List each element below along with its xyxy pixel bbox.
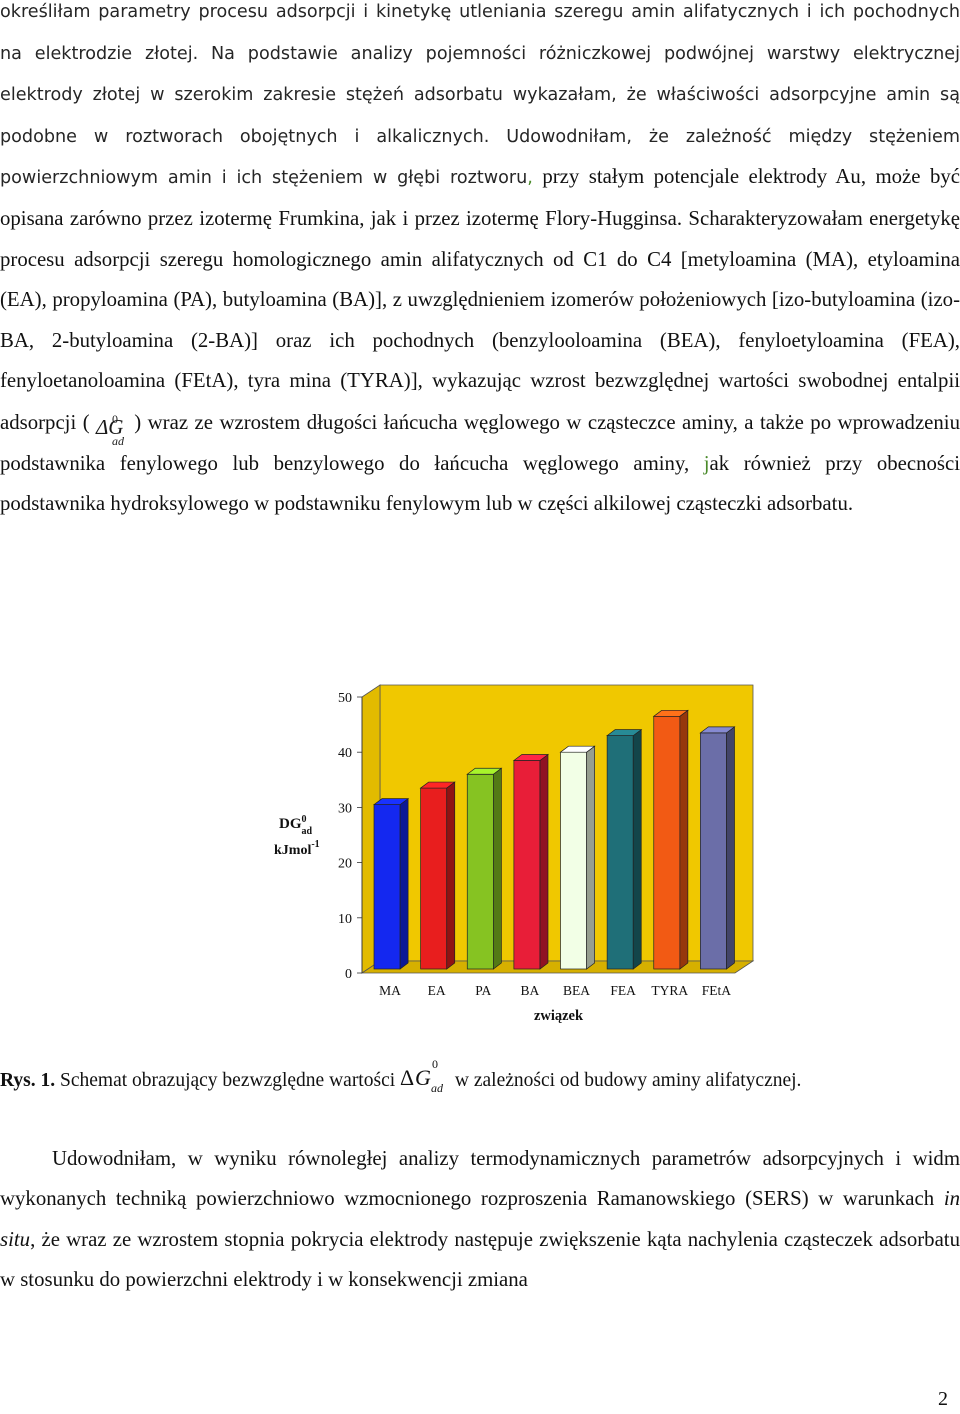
bar-side-MA	[399, 797, 409, 970]
paragraph-text: Scharakteryzowałam energetykę procesu ad…	[0, 206, 960, 434]
x-tick-label: FEtA	[702, 983, 732, 998]
bar-side-TYRA	[679, 709, 689, 970]
bar-side-BEA	[586, 745, 595, 970]
page-number: 2	[938, 1388, 948, 1410]
y-tick-label: 10	[338, 912, 352, 927]
paragraph-text: Udowodniłam, w wyniku równoległej analiz…	[0, 1147, 960, 1211]
x-tick-label: MA	[379, 983, 401, 998]
y-axis-label-line1: DG0 ad	[279, 814, 313, 837]
bar-BEA	[560, 751, 587, 970]
paragraph-text: przy stałym potencjale elektrody Au, moż…	[0, 165, 960, 230]
bar-top-EA	[419, 781, 456, 789]
bar-side-EA	[446, 781, 456, 970]
caption-label: Rys. 1.	[0, 1070, 56, 1091]
bar-FEA	[606, 735, 634, 970]
bar-FEtA	[700, 732, 727, 970]
paragraph-text: ak również przy obecności podstawnika hy…	[0, 451, 960, 516]
bar-top-MA	[372, 798, 410, 805]
bar-side-FEA	[632, 728, 642, 970]
bar-EA	[420, 787, 448, 970]
bar-chart: 0 10 20 30 40 50 MA EA PA BA BEA FEA TYRA FEtA związek…	[274, 684, 755, 1024]
caption-text-after: w zależności od budowy aminy alifatyczne…	[454, 1070, 802, 1091]
bar-side-FEtA	[726, 726, 735, 970]
bar-PA	[466, 773, 494, 970]
bar-top-PA	[466, 767, 503, 775]
paragraph-sers: Udowodniłam, w wyniku równoległej analiz…	[0, 1139, 960, 1300]
bar-top-BA	[512, 754, 550, 761]
bar-top-TYRA	[652, 709, 689, 717]
bar-MA	[373, 804, 401, 970]
x-tick-label: FEA	[610, 983, 636, 998]
y-tick-label: 30	[338, 801, 352, 816]
highlighted-comma: ,	[527, 168, 533, 189]
highlighted-letter: j	[703, 451, 710, 475]
paragraph-text: określiłam parametry procesu adsorpcji i…	[0, 2, 960, 189]
bar-BA	[513, 760, 541, 970]
caption-formula: Δ G 0 ad	[400, 1057, 444, 1095]
paragraph-text: , że wraz ze wzrostem stopnia pokrycia e…	[0, 1227, 960, 1291]
paragraph-text: ) wraz ze wzrostem długości łańcucha węg…	[0, 410, 960, 475]
x-tick-label: TYRA	[651, 983, 688, 998]
italic-term: in situ	[0, 1187, 960, 1251]
y-tick-label: 0	[345, 967, 352, 982]
x-tick-label: EA	[428, 983, 446, 998]
caption-text: Schemat obrazujący bezwzględne wartości	[55, 1070, 396, 1091]
x-tick-label: PA	[475, 983, 491, 998]
x-tick-label: BEA	[563, 983, 590, 998]
figure-caption: Rys. 1. Schemat obrazujący bezwzględne w…	[0, 1057, 960, 1095]
bar-top-FEtA	[699, 726, 736, 734]
formula-delta-g-ad: ΔG 0 ad	[95, 411, 124, 448]
x-axis-label: związek	[534, 1008, 584, 1024]
bar-side-PA	[493, 767, 502, 970]
y-tick-label: 50	[338, 691, 352, 706]
x-tick-label: BA	[521, 983, 540, 998]
bar-top-BEA	[559, 745, 596, 753]
bar-side-BA	[539, 753, 549, 970]
y-axis-label-line2: kJmol-1	[274, 839, 320, 858]
bar-top-FEA	[606, 729, 643, 736]
y-tick-label: 40	[338, 746, 352, 761]
y-tick-label: 20	[338, 857, 352, 872]
paragraph-adsorption-summary: określiłam parametry procesu adsorpcji i…	[0, 0, 960, 525]
bar-TYRA	[653, 715, 681, 970]
